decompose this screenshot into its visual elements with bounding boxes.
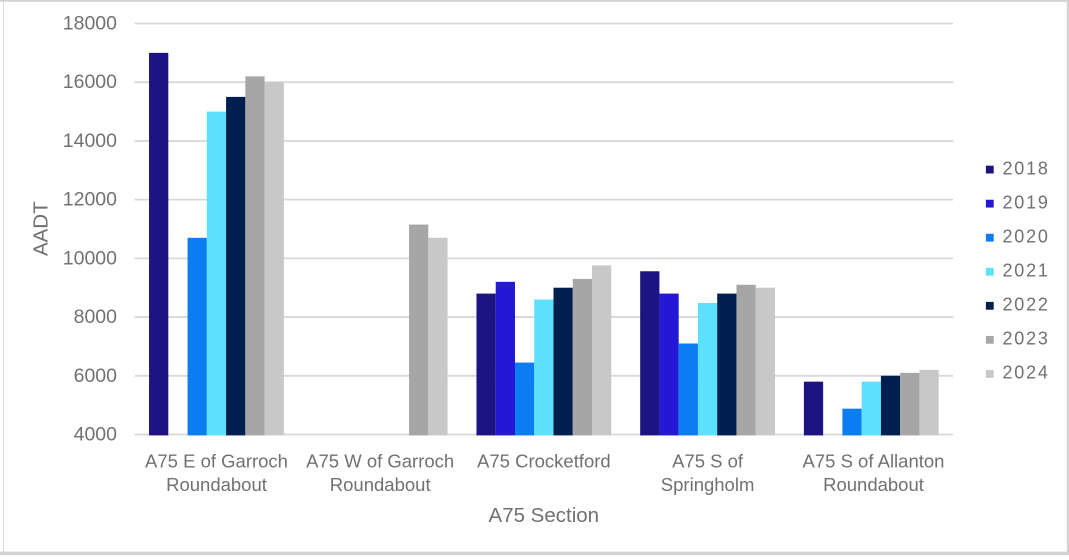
svg-text:2022: 2022	[1003, 295, 1050, 315]
svg-text:A75 W of Garroch: A75 W of Garroch	[306, 450, 454, 471]
svg-text:4000: 4000	[74, 424, 118, 446]
svg-text:18000: 18000	[63, 13, 117, 35]
svg-text:16000: 16000	[63, 71, 117, 93]
svg-text:Roundabout: Roundabout	[330, 474, 431, 495]
svg-text:8000: 8000	[74, 306, 118, 328]
svg-text:A75 S of Allanton: A75 S of Allanton	[803, 450, 945, 471]
svg-text:Roundabout: Roundabout	[166, 474, 267, 495]
svg-text:14000: 14000	[63, 130, 117, 152]
svg-text:AADT: AADT	[30, 201, 53, 256]
svg-text:2021: 2021	[1003, 261, 1050, 281]
svg-text:A75 E of Garroch: A75 E of Garroch	[145, 450, 288, 471]
svg-text:10000: 10000	[63, 247, 117, 269]
svg-text:A75 S of: A75 S of	[672, 450, 744, 471]
svg-text:A75 Section: A75 Section	[489, 504, 600, 527]
svg-text:6000: 6000	[74, 365, 118, 387]
svg-text:Springholm: Springholm	[661, 474, 755, 495]
svg-text:2024: 2024	[1003, 363, 1050, 383]
svg-text:2020: 2020	[1003, 227, 1050, 247]
svg-text:2023: 2023	[1003, 329, 1050, 349]
svg-text:2019: 2019	[1003, 192, 1050, 212]
svg-text:12000: 12000	[63, 189, 117, 211]
svg-text:A75 Crocketford: A75 Crocketford	[477, 450, 611, 471]
svg-text:2018: 2018	[1003, 158, 1050, 178]
svg-text:Roundabout: Roundabout	[823, 474, 924, 495]
